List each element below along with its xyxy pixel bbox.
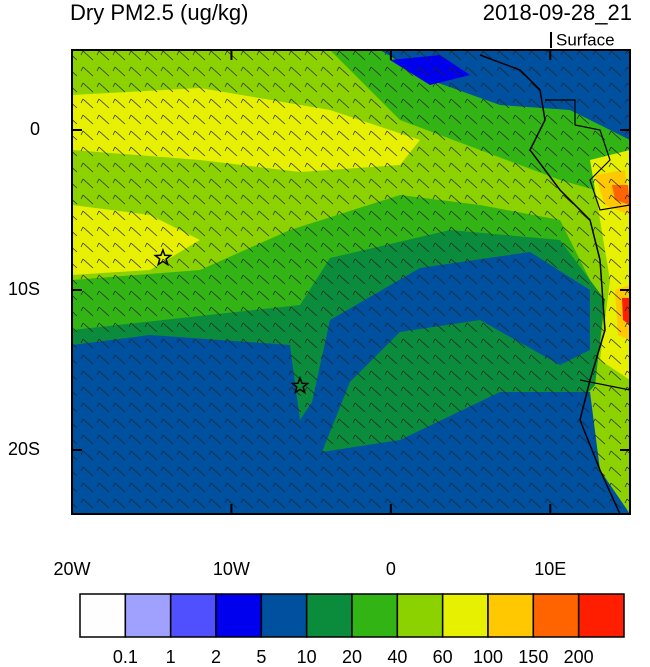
colorbar-swatch <box>532 593 580 638</box>
site-marker <box>290 375 310 395</box>
plot-frame <box>71 49 631 515</box>
colorbar-swatch <box>79 593 127 638</box>
colorbar-label: 5 <box>256 647 266 667</box>
timestamp: 2018-09-28_21 <box>483 0 632 25</box>
colorbar-swatch <box>260 593 308 638</box>
pm25-field <box>72 50 630 514</box>
y-tick-label: 0 <box>30 119 40 139</box>
colorbar-swatch <box>487 593 535 638</box>
y-tick-label: 20S <box>8 439 40 459</box>
border <box>545 99 630 391</box>
colorbar-label: 40 <box>387 647 407 667</box>
colorbar-label: 200 <box>564 647 594 667</box>
x-tick-label: 20W <box>53 559 90 579</box>
colorbar-swatch <box>124 593 172 638</box>
colorbar-label: 100 <box>473 647 503 667</box>
title: Dry PM2.5 (ug/kg) <box>70 0 249 25</box>
colorbar-swatch <box>441 593 489 638</box>
wind-barbs <box>72 50 630 514</box>
colorbar-swatch <box>351 593 399 638</box>
colorbar-label: 0.1 <box>113 647 138 667</box>
x-tick-label: 0 <box>386 559 396 579</box>
colorbar-label: 60 <box>433 647 453 667</box>
colorbar-label: 150 <box>518 647 548 667</box>
coastline <box>479 54 621 514</box>
x-tick-label: 10W <box>213 559 250 579</box>
y-tick-label: 10S <box>8 279 40 299</box>
colorbar-swatch <box>577 593 625 638</box>
colorbar-swatch <box>396 593 444 638</box>
site-marker <box>153 247 173 267</box>
colorbar-swatch <box>169 593 217 638</box>
colorbar-swatch <box>305 593 353 638</box>
colorbar-label: 2 <box>211 647 221 667</box>
colorbar-label: 10 <box>297 647 317 667</box>
colorbar-label: 1 <box>166 647 176 667</box>
x-tick-label: 10E <box>534 559 566 579</box>
colorbar-swatch <box>215 593 263 638</box>
level: Surface <box>556 30 615 49</box>
colorbar-label: 20 <box>342 647 362 667</box>
